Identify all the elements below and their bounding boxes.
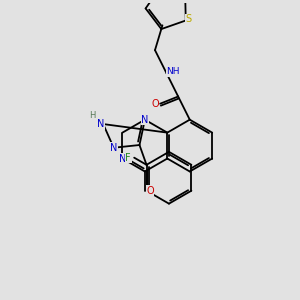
- Text: S: S: [186, 14, 192, 24]
- Text: O: O: [146, 186, 154, 196]
- Text: N: N: [141, 115, 148, 125]
- Text: N: N: [119, 154, 126, 164]
- Text: N: N: [110, 143, 117, 153]
- Text: N: N: [98, 119, 105, 129]
- Text: F: F: [125, 153, 131, 163]
- Text: H: H: [89, 111, 95, 120]
- Text: O: O: [151, 99, 159, 109]
- Text: NH: NH: [166, 67, 180, 76]
